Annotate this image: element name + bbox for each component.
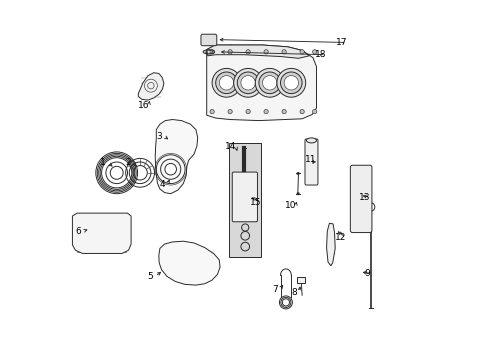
Text: 1: 1: [100, 158, 106, 167]
Circle shape: [284, 76, 298, 90]
Text: 3: 3: [156, 132, 162, 140]
Circle shape: [164, 163, 176, 175]
Circle shape: [299, 109, 304, 114]
Circle shape: [219, 76, 233, 90]
Text: 6: 6: [75, 227, 81, 236]
Circle shape: [296, 192, 299, 195]
Circle shape: [262, 76, 276, 90]
Text: 16: 16: [138, 100, 149, 109]
Circle shape: [215, 72, 237, 94]
Circle shape: [282, 50, 285, 54]
Text: 5: 5: [147, 272, 153, 281]
Text: 12: 12: [335, 233, 346, 242]
Circle shape: [227, 50, 232, 54]
Circle shape: [276, 68, 305, 97]
Circle shape: [237, 72, 258, 94]
Polygon shape: [206, 45, 309, 58]
Circle shape: [110, 166, 123, 179]
Text: 9: 9: [363, 269, 369, 278]
Circle shape: [209, 109, 214, 114]
Circle shape: [296, 172, 299, 175]
FancyBboxPatch shape: [349, 165, 371, 233]
Circle shape: [227, 109, 232, 114]
Circle shape: [258, 72, 280, 94]
Text: 15: 15: [250, 198, 261, 207]
Circle shape: [282, 109, 285, 114]
Circle shape: [245, 50, 250, 54]
Circle shape: [264, 109, 268, 114]
Polygon shape: [326, 223, 335, 266]
Ellipse shape: [203, 42, 215, 45]
Circle shape: [255, 68, 284, 97]
Polygon shape: [206, 45, 316, 121]
Text: 8: 8: [291, 288, 296, 297]
Circle shape: [312, 50, 316, 54]
Polygon shape: [138, 73, 163, 100]
Circle shape: [264, 50, 268, 54]
Text: 17: 17: [335, 38, 347, 47]
Text: 10: 10: [284, 202, 296, 210]
Circle shape: [212, 68, 241, 97]
Circle shape: [209, 50, 214, 54]
Polygon shape: [155, 120, 197, 194]
Text: 18: 18: [314, 50, 326, 59]
Text: 13: 13: [359, 193, 370, 202]
Text: 11: 11: [305, 154, 316, 163]
Circle shape: [280, 72, 302, 94]
Circle shape: [233, 68, 262, 97]
Text: 4: 4: [159, 180, 165, 189]
Polygon shape: [72, 213, 131, 253]
Polygon shape: [159, 241, 220, 285]
Circle shape: [312, 109, 316, 114]
Text: 2: 2: [125, 158, 131, 167]
FancyBboxPatch shape: [201, 34, 216, 46]
FancyBboxPatch shape: [229, 143, 261, 257]
FancyBboxPatch shape: [232, 172, 257, 222]
FancyBboxPatch shape: [297, 277, 305, 283]
Circle shape: [241, 76, 255, 90]
Text: 7: 7: [272, 284, 277, 294]
Circle shape: [299, 50, 304, 54]
Circle shape: [245, 109, 250, 114]
Text: 14: 14: [224, 143, 236, 152]
Ellipse shape: [306, 138, 316, 143]
FancyBboxPatch shape: [305, 139, 317, 185]
